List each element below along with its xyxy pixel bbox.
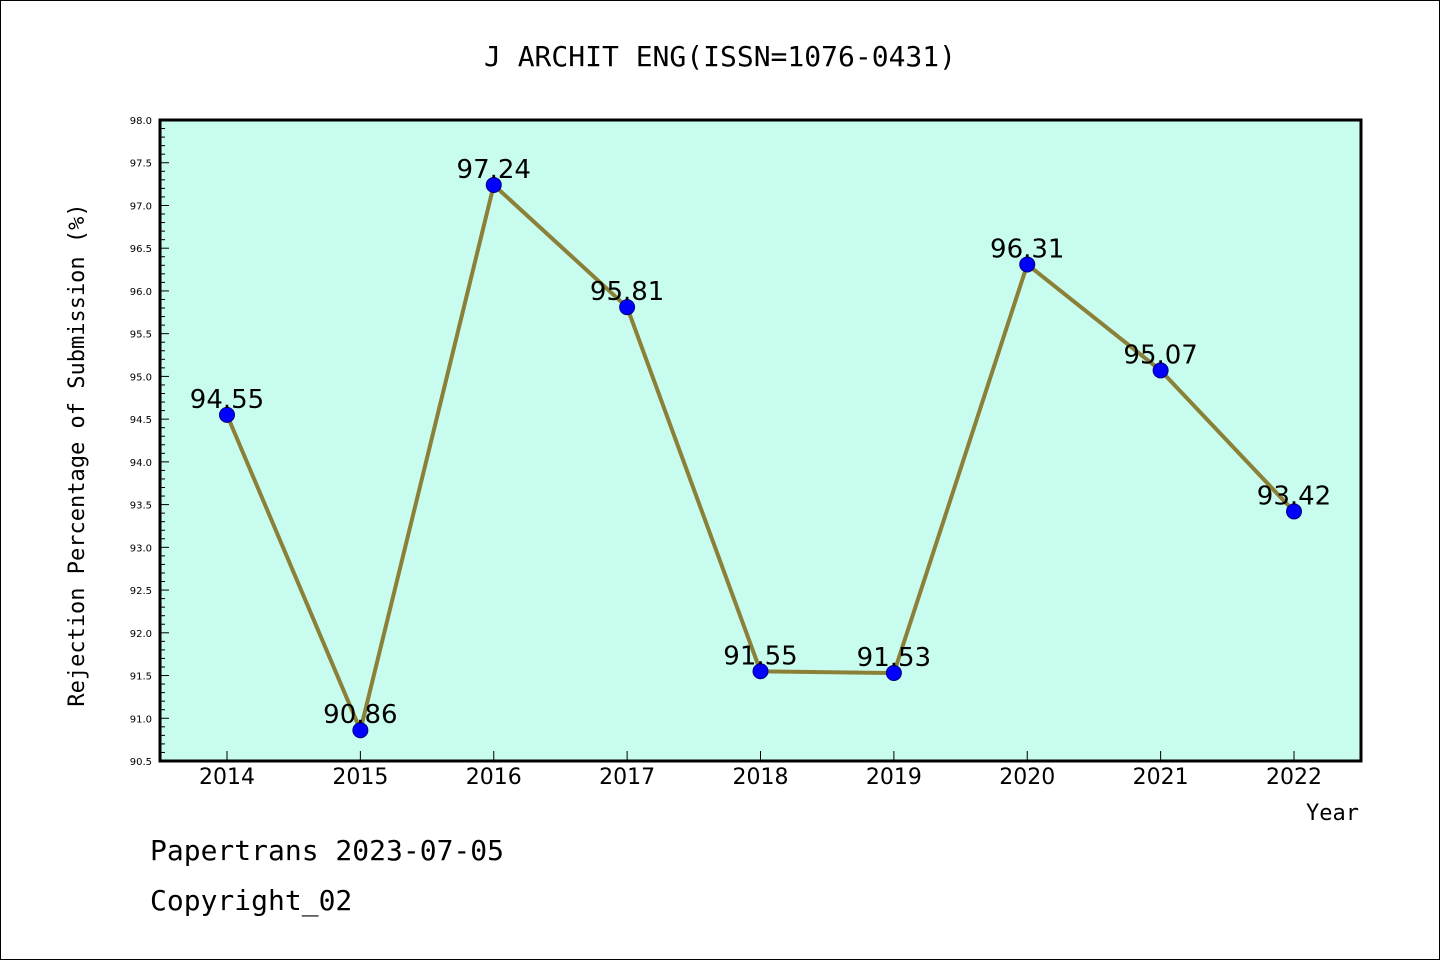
- y-tick-label: 94.5: [130, 415, 152, 426]
- data-label-2017: 95.81: [590, 277, 664, 307]
- y-tick-label: 91.5: [130, 672, 152, 683]
- y-tick-label: 91.0: [130, 714, 152, 725]
- data-label-2021: 95.07: [1123, 340, 1197, 370]
- y-tick-label: 92.5: [130, 586, 152, 597]
- series-line: [219, 176, 1302, 739]
- x-tick-label: 2016: [466, 765, 522, 790]
- data-point-2020: [1019, 256, 1036, 273]
- data-point-2017: [619, 299, 636, 316]
- data-label-2016: 97.24: [457, 155, 531, 185]
- y-tick-label: 96.0: [130, 287, 152, 298]
- data-label-2022: 93.42: [1257, 481, 1331, 511]
- footer-date: Papertrans 2023-07-05: [150, 834, 505, 867]
- y-tick-label: 95.0: [130, 372, 152, 383]
- x-tick-label: 2021: [1133, 765, 1189, 790]
- data-label-2018: 91.55: [723, 641, 797, 671]
- y-tick-label: 92.0: [130, 629, 152, 640]
- data-label-2015: 90.86: [323, 700, 397, 730]
- data-point-2016: [485, 176, 502, 193]
- data-point-2018: [752, 663, 769, 680]
- data-point-2019: [885, 664, 902, 681]
- y-axis-title: Rejection Percentage of Submission (%): [65, 203, 90, 706]
- x-tick-label: 2020: [999, 765, 1055, 790]
- y-tick-label: 98.0: [130, 116, 152, 127]
- y-tick-label: 93.0: [130, 543, 152, 554]
- data-label-2014: 94.55: [190, 385, 264, 415]
- x-tick-label: 2019: [866, 765, 922, 790]
- y-tick-label: 95.5: [130, 330, 152, 341]
- x-axis-title: Year: [1306, 801, 1359, 826]
- y-tick-label: 96.5: [130, 244, 152, 255]
- data-point-2014: [219, 406, 235, 423]
- y-axis: 90.5 91.0 91.5 92.0 92.5 93.0 93.5 94.0 94.5 95.0…: [130, 116, 169, 768]
- data-point-2015: [352, 722, 369, 739]
- y-tick-label: 97.0: [130, 201, 152, 212]
- y-tick-label: 97.5: [130, 159, 152, 170]
- x-tick-label: 2015: [332, 765, 388, 790]
- x-tick-label: 2017: [599, 765, 655, 790]
- footer-copyright: Copyright_02: [150, 884, 353, 917]
- y-tick-label: 90.5: [130, 757, 152, 768]
- data-point-2022: [1286, 503, 1302, 520]
- chart-title: J ARCHIT ENG(ISSN=1076-0431): [484, 40, 956, 73]
- data-label-2019: 91.53: [857, 643, 931, 673]
- plot-area: [158, 118, 1363, 763]
- x-axis: 2014 2015 2016 2017 2018 2019 2020 2021 2022: [199, 751, 1322, 790]
- data-point-2021: [1152, 362, 1169, 379]
- x-tick-label: 2018: [733, 765, 789, 790]
- data-label-2020: 96.31: [990, 234, 1064, 264]
- x-tick-label: 2022: [1266, 765, 1322, 790]
- y-tick-label: 94.0: [130, 458, 152, 469]
- data-labels: 94.55 90.86 97.24 95.81 91.55 91.53 96.31 95.07…: [190, 155, 1331, 730]
- x-tick-label: 2014: [199, 765, 255, 790]
- y-tick-label: 93.5: [130, 501, 152, 512]
